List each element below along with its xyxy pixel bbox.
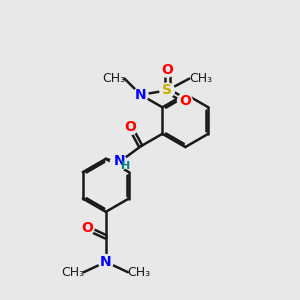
Text: O: O: [81, 221, 93, 235]
Text: CH₃: CH₃: [61, 266, 84, 279]
Text: CH₃: CH₃: [189, 71, 212, 85]
Circle shape: [123, 120, 138, 134]
Text: O: O: [161, 63, 173, 77]
Text: O: O: [124, 120, 136, 134]
Text: N: N: [100, 255, 112, 269]
Text: N: N: [135, 88, 146, 102]
Circle shape: [178, 93, 192, 108]
Circle shape: [160, 62, 175, 77]
Circle shape: [98, 254, 113, 269]
Text: CH₃: CH₃: [102, 71, 125, 85]
Text: N: N: [113, 154, 125, 168]
Circle shape: [133, 87, 148, 102]
Text: S: S: [162, 83, 172, 98]
Circle shape: [110, 154, 127, 171]
Circle shape: [160, 83, 175, 98]
Text: CH₃: CH₃: [128, 266, 151, 279]
Circle shape: [79, 221, 94, 236]
Text: O: O: [179, 94, 191, 108]
Text: H: H: [122, 161, 130, 171]
